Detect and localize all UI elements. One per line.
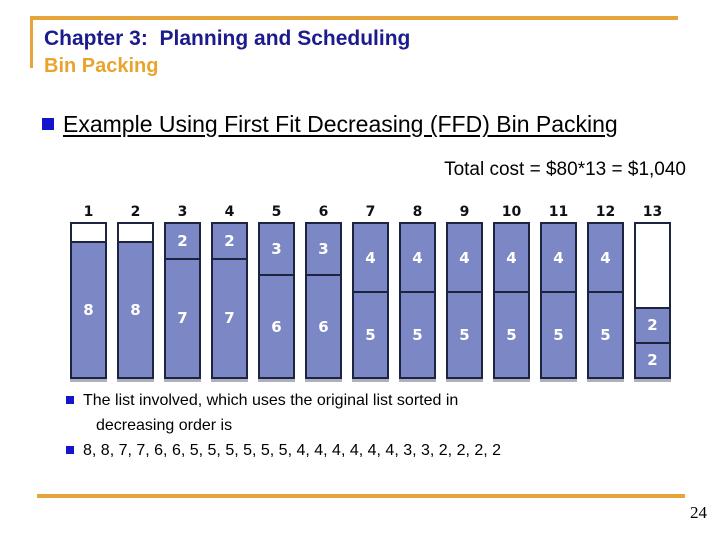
bin-item-weight: 2 [636, 306, 669, 342]
bin-number-label: 1 [83, 204, 94, 220]
bin-number-label: 3 [177, 204, 188, 220]
bin-number-label: 7 [365, 204, 376, 220]
bin-item-weight: 6 [260, 274, 293, 377]
square-bullet-icon [42, 118, 54, 130]
bin-item-weight: 3 [260, 224, 293, 275]
bin-number-label: 9 [459, 204, 470, 220]
bin-item-weight: 4 [401, 224, 434, 292]
left-accent-rule [30, 16, 33, 68]
bin-item-weight: 8 [119, 240, 152, 377]
bin-item-weight: 5 [542, 291, 575, 377]
bin-item-weight: 7 [213, 257, 246, 377]
bin-item-weight: 4 [448, 224, 481, 292]
bin-stack: 8 [70, 222, 107, 379]
total-cost-label: Total cost = $80*13 = $1,040 [444, 159, 686, 180]
bin-item-weight: 2 [213, 224, 246, 258]
bin-item-weight: 2 [636, 341, 669, 377]
slide-subtitle: Bin Packing [44, 55, 159, 77]
square-bullet-icon [66, 446, 74, 454]
bin-stack: 8 [117, 222, 154, 379]
bin-number-label: 12 [595, 204, 616, 220]
bin-empty-space [636, 224, 669, 307]
note-line: decreasing order is [96, 417, 233, 434]
bin-number-label: 8 [412, 204, 423, 220]
bin-13: 13 2 2 [634, 203, 671, 379]
bin-number-label: 2 [130, 204, 141, 220]
note-line: 8, 8, 7, 7, 6, 6, 5, 5, 5, 5, 5, 5, 4, 4… [83, 442, 502, 459]
bin-item-weight: 5 [589, 291, 622, 377]
note-text: 8, 8, 7, 7, 6, 6, 5, 5, 5, 5, 5, 5, 4, 4… [83, 438, 501, 463]
top-accent-rule [30, 16, 678, 20]
bins-chart: 1 8 2 8 3 2 7 4 2 7 5 3 6 6 3 6 7 4 5 8 4 5 9 4 5 10 4 5 11 4 5 12 4 5 13 2… [70, 203, 671, 379]
bin-item-weight: 4 [589, 224, 622, 292]
bin-12: 12 4 5 [587, 203, 624, 379]
bin-item-weight: 2 [166, 224, 199, 258]
bin-item-weight: 6 [307, 274, 340, 377]
page-number: 24 [690, 503, 707, 522]
bin-item-weight: 7 [166, 257, 199, 377]
bin-empty-space [119, 224, 152, 241]
bin-number-label: 11 [548, 204, 569, 220]
bin-item-weight: 4 [542, 224, 575, 292]
note-text: The list involved, which uses the origin… [83, 388, 458, 438]
slide-title: Chapter 3: Planning and Scheduling [44, 27, 411, 50]
note-item-sorted-list: The list involved, which uses the origin… [66, 388, 501, 438]
note-item-number-sequence: 8, 8, 7, 7, 6, 6, 5, 5, 5, 5, 5, 5, 4, 4… [66, 438, 501, 463]
bottom-accent-rule [37, 494, 685, 498]
bin-10: 10 4 5 [493, 203, 530, 379]
bin-number-label: 5 [271, 204, 282, 220]
bin-number-label: 4 [224, 204, 235, 220]
bin-number-label: 10 [501, 204, 522, 220]
bin-item-weight: 5 [448, 291, 481, 377]
notes-list: The list involved, which uses the origin… [66, 388, 501, 463]
square-bullet-icon [66, 396, 74, 404]
bin-item-weight: 8 [72, 240, 105, 377]
bin-number-label: 6 [318, 204, 329, 220]
bin-item-weight: 5 [495, 291, 528, 377]
bin-item-weight: 5 [354, 291, 387, 377]
bin-item-weight: 4 [495, 224, 528, 292]
bin-empty-space [72, 224, 105, 241]
bin-item-weight: 5 [401, 291, 434, 377]
bin-item-weight: 3 [307, 224, 340, 275]
bin-11: 11 4 5 [540, 203, 577, 379]
note-line: The list involved, which uses the origin… [83, 392, 459, 409]
example-heading-label: Example Using First Fit Decreasing (FFD)… [63, 111, 618, 137]
bin-number-label: 13 [642, 204, 663, 220]
example-heading: Example Using First Fit Decreasing (FFD)… [42, 110, 618, 138]
bin-item-weight: 4 [354, 224, 387, 292]
